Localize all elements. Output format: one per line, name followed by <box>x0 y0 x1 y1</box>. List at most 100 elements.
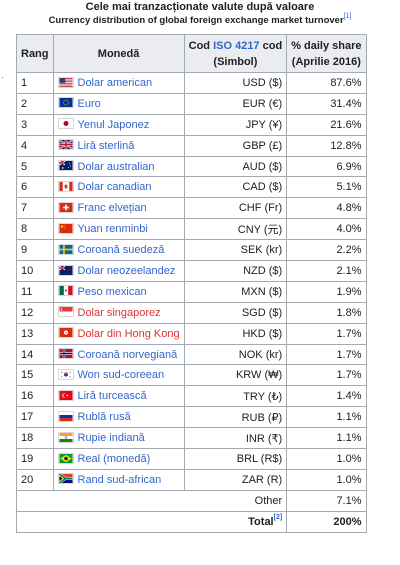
currency-link[interactable]: Coroană norvegiană <box>77 348 178 361</box>
code-cell: AUD ($) <box>183 155 288 178</box>
south-korea-flag-icon[interactable] <box>57 369 74 380</box>
currency-link[interactable]: Real (monedă) <box>77 452 151 465</box>
iso-4217-link[interactable]: ISO 4217 <box>213 39 260 52</box>
eu-flag-icon[interactable] <box>57 97 74 109</box>
share-cell: 4.0% <box>286 218 367 241</box>
code-cell: HKD ($) <box>183 322 288 345</box>
share-header-line2: (Aprilie 2016) <box>291 55 361 68</box>
china-flag-icon[interactable] <box>57 222 74 234</box>
currency-cell: Dolar neozeelandez <box>52 260 185 282</box>
rank-cell: 19 <box>16 448 54 470</box>
russia-flag-icon[interactable] <box>57 410 74 422</box>
australia-flag-icon[interactable] <box>57 160 74 172</box>
norway-flag-icon[interactable] <box>57 348 74 360</box>
other-share: 7.1% <box>286 489 367 512</box>
hong-kong-flag-icon[interactable] <box>57 327 74 339</box>
currency-link[interactable]: Peso mexican <box>77 285 147 298</box>
currency-link[interactable]: Dolar australian <box>77 160 155 173</box>
code-cell: SEK (kr) <box>183 239 288 262</box>
currency-cell: Liră sterlină <box>52 134 185 157</box>
currency-link[interactable]: Rupie indiană <box>77 432 145 445</box>
currency-row: 19 Real (monedă) BRL (R$) 1.0% <box>16 448 367 470</box>
turkey-flag-icon[interactable] <box>57 389 74 401</box>
code-column-header[interactable]: Cod ISO 4217 cod (Simbol) <box>183 34 288 73</box>
rank-cell: 1 <box>16 72 54 94</box>
share-cell: 1.1% <box>286 427 367 450</box>
code-cell: TRY (₺) <box>183 385 288 408</box>
total-label: Total <box>248 515 274 528</box>
rank-cell: 7 <box>16 197 54 220</box>
currency-row: 2 Euro EUR (€) 31.4% <box>16 92 367 115</box>
currency-cell: Coroană suedeză <box>52 239 185 262</box>
total-reference-link[interactable]: [2] <box>273 513 283 521</box>
currency-link[interactable]: Rublă rusă <box>77 411 131 424</box>
code-cell: SGD ($) <box>183 301 288 324</box>
rank-cell: 16 <box>16 385 54 408</box>
rank-cell: 18 <box>16 427 54 450</box>
currency-link[interactable]: Liră turcească <box>77 390 147 403</box>
brazil-flag-icon[interactable] <box>57 452 74 464</box>
currency-cell: Coroană norvegiană <box>52 343 185 366</box>
code-cell: RUB (₽) <box>183 406 288 429</box>
currency-link[interactable]: Dolar neozeelandez <box>77 264 176 277</box>
table-title: Cele mai tranzacționate valute după valo… <box>85 1 315 13</box>
currency-row: 10 Dolar neozeelandez NZD ($) 2.1% <box>16 260 367 282</box>
currency-link[interactable]: Dolar singaporez <box>77 306 161 319</box>
currency-row: 8 Yuan renminbi CNY (元) 4.0% <box>16 218 367 241</box>
singapore-flag-icon[interactable] <box>57 306 74 318</box>
currency-link[interactable]: Liră sterlină <box>77 139 135 152</box>
currency-row: 9 Coroană suedeză SEK (kr) 2.2% <box>16 239 367 262</box>
south-africa-flag-icon[interactable] <box>57 473 74 485</box>
total-row: Total[2] 200% <box>15 510 367 533</box>
currency-cell: Dolar din Hong Kong <box>52 322 185 345</box>
code-cell: KRW (₩) <box>183 364 288 387</box>
uk-flag-icon[interactable] <box>57 139 74 151</box>
sweden-flag-icon[interactable] <box>57 243 74 255</box>
rank-cell: 20 <box>16 468 54 491</box>
code-cell: EUR (€) <box>183 92 288 115</box>
currency-cell: Euro <box>52 92 185 115</box>
currency-cell: Dolar australian <box>52 155 185 178</box>
currency-row: 1 Dolar american USD ($) 87.6% <box>16 72 367 94</box>
currency-link[interactable]: Won sud-coreean <box>77 369 165 382</box>
currency-cell: Rand sud-african <box>52 468 185 491</box>
currency-link[interactable]: Yenul Japonez <box>77 118 150 131</box>
currency-cell: Peso mexican <box>52 280 185 303</box>
currency-cell: Dolar american <box>52 72 185 94</box>
switzerland-flag-icon[interactable] <box>57 201 74 213</box>
rank-cell: 12 <box>16 301 54 324</box>
us-flag-icon[interactable] <box>57 76 74 88</box>
new-zealand-flag-icon[interactable] <box>57 264 74 276</box>
currency-link[interactable]: Yuan renminbi <box>77 223 148 236</box>
share-cell: 1.8% <box>286 301 367 324</box>
total-share: 200% <box>286 510 367 533</box>
mexico-flag-icon[interactable] <box>57 285 74 297</box>
share-header-line1: % daily share <box>291 39 362 52</box>
code-header-prefix: Cod <box>188 39 214 52</box>
currency-link[interactable]: Franc elvețian <box>77 202 147 215</box>
rank-column-header[interactable]: Rang <box>16 34 54 73</box>
currency-link[interactable]: Coroană suedeză <box>77 244 165 257</box>
currency-column-header[interactable]: Monedă <box>52 34 185 73</box>
currency-row: 20 Rand sud-african ZAR (R) 1.0% <box>16 468 367 491</box>
code-cell: ZAR (R) <box>183 468 288 491</box>
rank-cell: 8 <box>16 218 54 241</box>
canada-flag-icon[interactable] <box>57 180 74 192</box>
japan-flag-icon[interactable] <box>57 118 74 130</box>
currency-link[interactable]: Dolar american <box>77 76 153 89</box>
currency-row: 7 Franc elvețian CHF (Fr) 4.8% <box>16 197 367 220</box>
currency-link[interactable]: Euro <box>77 97 101 110</box>
subtitle-reference-link[interactable]: [1] <box>343 13 352 20</box>
share-cell: 1.1% <box>286 406 367 429</box>
share-cell: 1.4% <box>286 385 367 408</box>
share-column-header[interactable]: % daily share (Aprilie 2016) <box>286 34 367 73</box>
other-row: Other 7.1% <box>15 489 367 512</box>
currency-cell: Liră turcească <box>52 385 185 408</box>
total-label-cell: Total[2] <box>15 510 288 533</box>
currency-link[interactable]: Dolar din Hong Kong <box>77 327 180 340</box>
share-cell: 21.6% <box>286 113 367 136</box>
currency-link[interactable]: Rand sud-african <box>77 473 162 486</box>
india-flag-icon[interactable] <box>57 431 74 443</box>
currency-link[interactable]: Dolar canadian <box>77 181 152 194</box>
